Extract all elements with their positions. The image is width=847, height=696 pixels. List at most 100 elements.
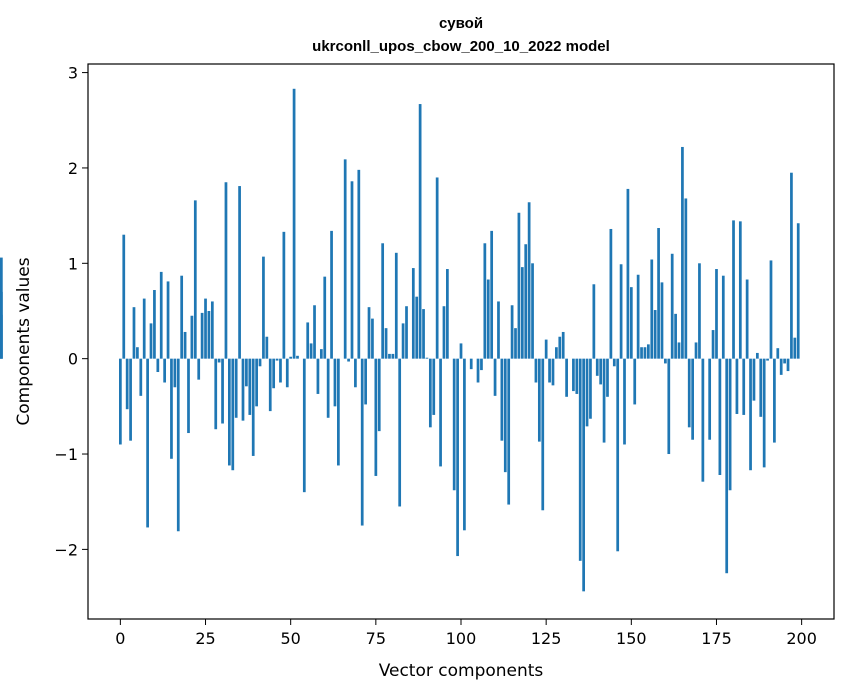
bar-41 xyxy=(258,358,262,367)
bar-108 xyxy=(486,279,490,359)
bar-113 xyxy=(503,358,507,473)
bar-21 xyxy=(190,315,194,359)
bar-19 xyxy=(183,331,187,359)
bar-131 xyxy=(565,358,568,397)
bar-9 xyxy=(149,323,153,359)
chart-title: сувой xyxy=(439,15,483,32)
bar-29 xyxy=(217,358,221,363)
bar-66 xyxy=(343,159,347,359)
bar-130 xyxy=(561,331,565,359)
y-tick-label: 0 xyxy=(68,350,78,369)
bar-74 xyxy=(371,318,374,359)
bar-1 xyxy=(122,234,126,359)
bar-129 xyxy=(558,336,562,359)
bar-14 xyxy=(166,281,170,359)
bar-191 xyxy=(769,260,773,359)
bar-199 xyxy=(796,223,800,359)
bar-138 xyxy=(589,358,592,419)
bar-58 xyxy=(316,358,320,394)
bar-177 xyxy=(721,275,725,359)
x-tick-label: 200 xyxy=(786,629,817,648)
bar-51 xyxy=(292,88,296,359)
bar-136 xyxy=(582,358,585,592)
bar-86 xyxy=(411,268,415,359)
bar-76 xyxy=(377,358,381,432)
bar-144 xyxy=(609,228,613,359)
bar-111 xyxy=(497,301,500,359)
bar-139 xyxy=(592,284,596,359)
bar-135 xyxy=(578,358,582,561)
bar-77 xyxy=(381,243,385,359)
bar-198 xyxy=(793,337,797,359)
x-tick-label: 50 xyxy=(281,629,301,648)
y-tick-label: −2 xyxy=(54,540,78,559)
bar-157 xyxy=(653,310,657,359)
bar-168 xyxy=(691,358,694,440)
bar-189 xyxy=(762,358,766,468)
bar-75 xyxy=(374,358,378,476)
bar-147 xyxy=(619,264,623,359)
bar-156 xyxy=(650,259,654,359)
x-tick-label: 150 xyxy=(616,629,647,648)
bar-94 xyxy=(439,358,442,467)
bar-149 xyxy=(626,188,630,359)
bar-161 xyxy=(667,358,671,455)
bar-169 xyxy=(694,342,698,359)
bar-99 xyxy=(456,358,459,557)
bar-114 xyxy=(507,358,511,505)
bar-6 xyxy=(139,358,143,396)
bar-153 xyxy=(640,347,643,359)
bar-78 xyxy=(384,328,388,359)
bar-180 xyxy=(732,220,735,359)
bar-52 xyxy=(296,355,299,359)
bar-162 xyxy=(670,253,674,359)
bar-179 xyxy=(728,358,732,491)
bar-43 xyxy=(265,336,269,359)
x-tick-label: 175 xyxy=(701,629,732,648)
bar-187 xyxy=(755,352,759,359)
bar-18 xyxy=(180,275,184,359)
bar-3 xyxy=(129,358,132,441)
x-tick-label: 0 xyxy=(115,629,125,648)
bar-24 xyxy=(200,312,204,359)
bar-173 xyxy=(708,358,712,440)
bar-62 xyxy=(330,230,333,359)
y-tick-label: 3 xyxy=(68,64,78,83)
bar-123 xyxy=(537,358,541,442)
x-axis-ticks: 0 25 50 75 100 125 150 175 200 xyxy=(115,619,817,648)
x-tick-label: 125 xyxy=(531,629,562,648)
bar-152 xyxy=(636,274,640,359)
bar-7 xyxy=(142,298,146,359)
bar-67 xyxy=(347,358,350,362)
bar-185 xyxy=(749,358,752,471)
bar-145 xyxy=(612,358,616,367)
bar-4 xyxy=(132,307,136,359)
bar-181 xyxy=(735,358,739,414)
bar-115 xyxy=(510,305,514,359)
bar-59 xyxy=(319,349,323,359)
bar-124 xyxy=(541,358,545,511)
bar-33 xyxy=(231,358,235,471)
bar-121 xyxy=(531,263,534,359)
bar-37 xyxy=(245,358,248,387)
bar-195 xyxy=(783,358,786,364)
bar-11 xyxy=(156,358,160,373)
bar-89 xyxy=(422,309,425,359)
bar-141 xyxy=(599,358,603,385)
y-axis-ticks: −2 −1 0 1 2 3 xyxy=(54,64,88,559)
bar-196 xyxy=(786,358,790,372)
bar-55 xyxy=(306,322,310,359)
bar-34 xyxy=(234,358,238,418)
bar-90 xyxy=(425,357,429,359)
bar-137 xyxy=(585,358,589,427)
bar-73 xyxy=(367,307,371,359)
bar-60 xyxy=(323,276,327,359)
bar-45 xyxy=(272,358,276,389)
bar-81 xyxy=(394,252,398,359)
bar-134 xyxy=(575,358,579,394)
bar-22 xyxy=(193,200,197,359)
y-tick-label: 1 xyxy=(68,254,78,273)
bar-183 xyxy=(742,358,746,415)
bar-47 xyxy=(279,358,282,383)
bar-70 xyxy=(357,169,361,359)
